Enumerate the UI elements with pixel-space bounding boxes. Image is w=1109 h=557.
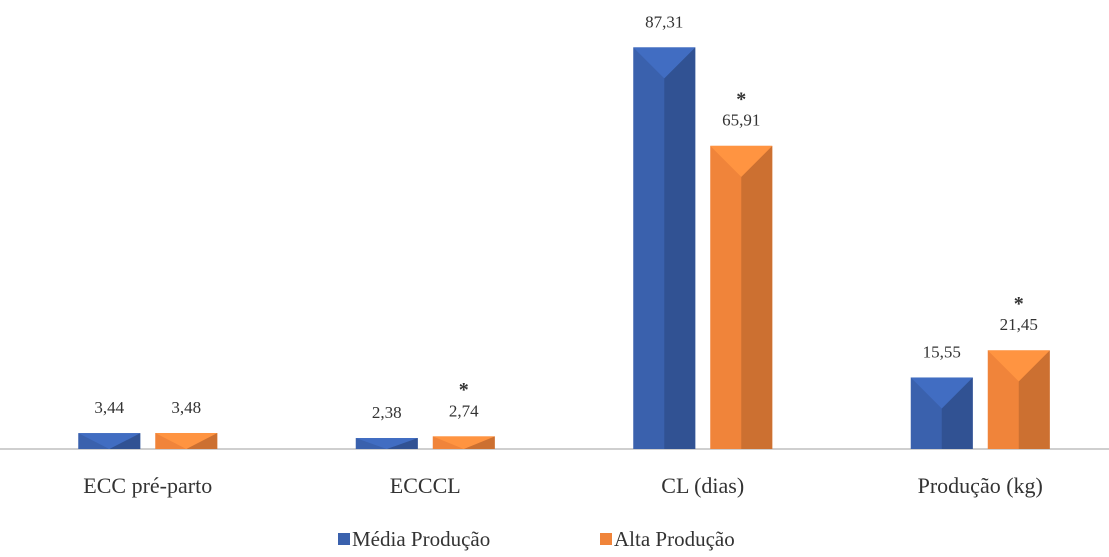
data-label: 15,55 <box>923 342 961 361</box>
bar-bevel <box>1018 350 1050 449</box>
x-tick-label: ECCCL <box>390 473 461 498</box>
x-tick-label: Produção (kg) <box>918 473 1043 498</box>
data-label: 21,45 <box>1000 315 1038 334</box>
data-label: 3,48 <box>171 398 201 417</box>
bar-bevel <box>664 47 696 450</box>
bar-bevel <box>987 350 1050 382</box>
data-label: 2,38 <box>372 403 402 422</box>
data-label: 65,91 <box>722 111 760 130</box>
bar-bevel <box>741 145 773 449</box>
bar-bevel <box>633 47 696 79</box>
x-tick-label: CL (dias) <box>661 473 744 498</box>
legend-swatch <box>600 533 612 545</box>
x-tick-label: ECC pré-parto <box>83 473 212 498</box>
bar-bevel <box>910 377 973 409</box>
bar-bevel <box>941 377 973 449</box>
legend-label: Média Produção <box>352 527 490 551</box>
bar-bevel <box>710 145 773 177</box>
bar-bevel <box>78 433 141 449</box>
bar-bevel <box>355 438 418 449</box>
legend-swatch <box>338 533 350 545</box>
annotation: * <box>1014 293 1024 315</box>
data-label: 3,44 <box>94 398 124 417</box>
annotation: * <box>736 88 746 110</box>
bar-bevel <box>432 436 495 449</box>
legend-label: Alta Produção <box>614 527 735 551</box>
annotation: * <box>459 379 469 401</box>
data-label: 2,74 <box>449 401 479 420</box>
bar-bevel <box>155 432 218 449</box>
data-label: 87,31 <box>645 12 683 31</box>
bar-bevel <box>109 433 141 449</box>
